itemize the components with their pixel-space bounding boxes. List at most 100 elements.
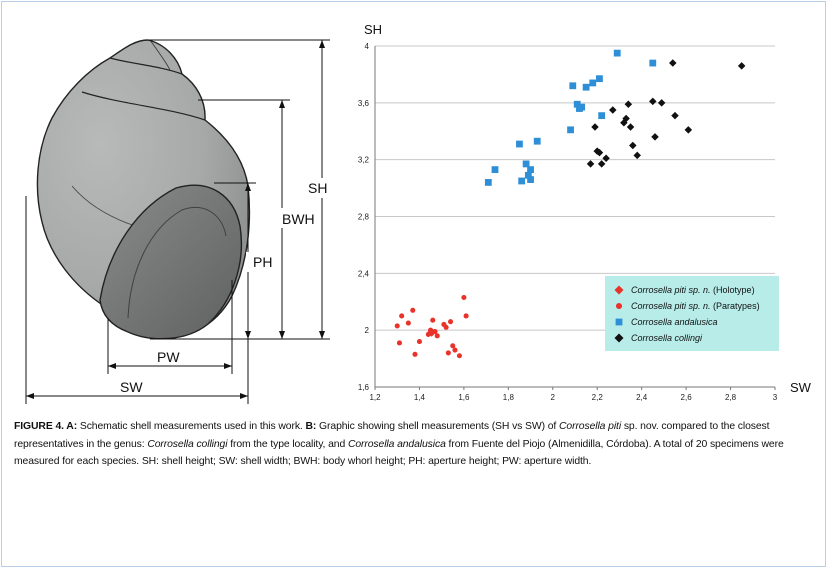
bwh-label: BWH	[282, 211, 315, 227]
bwh-label-bg	[280, 208, 320, 228]
y-tick-labels: 1,6 2 2,4 2,8 3,2 3,6 4	[358, 42, 370, 392]
x-tick-label: 2,8	[725, 393, 737, 402]
caption-part-a: Schematic shell measurements used in thi…	[77, 421, 306, 432]
point-corrosella-piti-sp-n-paratypes	[430, 317, 436, 323]
y-tick-label: 2	[365, 326, 370, 335]
caption-text-1: Graphic showing shell measurements (SH v…	[316, 421, 559, 432]
point-corrosella-andalusica	[613, 49, 621, 57]
shell-measurement-diagram: SH BWH PH PW SW	[25, 39, 330, 404]
caption-text-3: from the type locality, and	[227, 438, 348, 450]
point-corrosella-collingi	[586, 160, 595, 168]
caption-species-andalusica: Corrosella andalusica	[347, 438, 446, 450]
y-axis-title: SH	[364, 22, 382, 37]
x-tick-label: 1,8	[503, 393, 515, 402]
point-corrosella-andalusica	[533, 137, 541, 145]
point-corrosella-andalusica	[527, 166, 534, 174]
x-tick-label: 1,2	[369, 393, 381, 402]
x-tick-label: 2	[551, 393, 556, 402]
point-corrosella-andalusica	[589, 79, 597, 87]
point-corrosella-collingi	[591, 123, 599, 131]
point-corrosella-piti-sp-n-paratypes	[443, 324, 449, 330]
point-corrosella-piti-sp-n-paratypes	[463, 313, 469, 319]
y-tick-label: 3,2	[358, 156, 370, 165]
legend-marker	[615, 302, 623, 310]
ph-label: PH	[253, 254, 272, 270]
y-tick-label: 1,6	[358, 383, 370, 392]
sw-label: SW	[120, 379, 143, 395]
point-corrosella-collingi	[620, 118, 628, 127]
point-corrosella-andalusica	[596, 75, 603, 83]
legend-label: Corrosella piti sp. n. (Holotype)	[631, 285, 755, 295]
point-corrosella-andalusica	[484, 179, 492, 186]
point-corrosella-collingi	[624, 100, 633, 109]
x-tick-label: 1,6	[458, 393, 470, 402]
caption-species-collingi: Corrosella collingi	[147, 438, 228, 450]
y-tick-label: 2,4	[358, 269, 370, 278]
point-corrosella-piti-sp-n-paratypes	[450, 343, 456, 349]
x-tick-label: 2,2	[592, 393, 604, 402]
point-corrosella-collingi	[626, 123, 635, 131]
x-axis-title: SW	[790, 380, 812, 395]
legend-label: Corrosella piti sp. n. (Paratypes)	[631, 301, 760, 311]
point-corrosella-collingi	[649, 97, 657, 106]
x-tick-label: 2,4	[636, 393, 648, 402]
point-corrosella-piti-sp-n-paratypes	[456, 353, 462, 359]
legend: Corrosella piti sp. n. (Holotype) Corrose…	[605, 276, 779, 351]
point-corrosella-collingi	[622, 114, 630, 123]
point-corrosella-collingi	[597, 160, 606, 168]
x-tick-labels: 1,2 1,4 1,6 1,8 2 2,2 2,4 2,6 2,8 3	[369, 393, 777, 402]
legend-marker	[615, 318, 623, 326]
scatter-chart: 1,6 2 2,4 2,8 3,2 3,6 4 1,2 1,4 1,6 1,8 2 2,2 2,4 2,6…	[358, 22, 812, 402]
point-corrosella-collingi	[651, 133, 659, 141]
ph-label-bg	[246, 252, 274, 272]
point-corrosella-andalusica	[522, 160, 530, 168]
measurement-lines	[25, 39, 330, 404]
point-corrosella-andalusica	[573, 100, 581, 108]
y-tick-label: 2,8	[358, 213, 370, 222]
point-corrosella-andalusica	[569, 82, 577, 90]
point-corrosella-piti-sp-n-paratypes	[416, 338, 422, 345]
legend-marker	[614, 285, 624, 295]
point-corrosella-collingi	[737, 62, 746, 70]
caption-species-piti: Corrosella piti	[559, 421, 622, 432]
sh-label-bg	[313, 178, 330, 198]
point-corrosella-piti-sp-n-paratypes	[396, 340, 402, 346]
y-tick-label: 3,6	[358, 99, 370, 108]
measurement-arrowheads	[26, 40, 325, 399]
point-corrosella-andalusica	[516, 140, 523, 148]
x-tick-label: 2,6	[681, 393, 693, 402]
point-corrosella-collingi	[629, 141, 637, 150]
legend-box	[605, 276, 779, 351]
y-tick-label: 4	[365, 42, 370, 51]
point-corrosella-collingi	[671, 111, 679, 120]
caption-text-2: sp. nov. compared to the closest represe…	[14, 421, 770, 450]
point-corrosella-andalusica	[649, 59, 657, 67]
legend-label: Corrosella collingi	[631, 333, 703, 343]
point-corrosella-piti-sp-n-paratypes	[461, 294, 467, 301]
caption-figure-label: FIGURE 4. A:	[14, 421, 78, 432]
point-corrosella-piti-sp-n-paratypes	[452, 347, 458, 353]
point-corrosella-collingi	[684, 126, 693, 134]
shell-outline	[36, 39, 251, 340]
figure-caption: FIGURE 4. A: Schematic shell measurement…	[14, 418, 819, 471]
point-corrosella-andalusica	[491, 166, 499, 174]
point-corrosella-piti-sp-n-paratypes	[412, 351, 418, 357]
point-corrosella-collingi	[669, 59, 677, 67]
caption-text-4: from Fuente del Piojo (Almenidilla, Córd…	[14, 438, 784, 468]
data-points	[394, 49, 746, 359]
point-corrosella-collingi	[657, 99, 666, 107]
point-corrosella-piti-sp-n-paratypes	[448, 319, 454, 325]
point-corrosella-collingi	[609, 106, 617, 114]
point-corrosella-collingi	[602, 154, 610, 162]
point-corrosella-andalusica	[518, 177, 526, 185]
point-corrosella-andalusica	[524, 171, 532, 179]
point-corrosella-piti-sp-n-paratypes	[434, 333, 440, 339]
caption-b-label: B:	[305, 421, 317, 432]
point-corrosella-piti-sp-n-paratypes	[410, 307, 416, 313]
point-corrosella-collingi	[595, 148, 604, 157]
point-corrosella-andalusica	[578, 103, 586, 111]
point-corrosella-piti-sp-n-paratypes	[405, 320, 411, 326]
legend-marker	[614, 333, 624, 343]
point-corrosella-piti-sp-n-paratypes	[445, 350, 451, 356]
